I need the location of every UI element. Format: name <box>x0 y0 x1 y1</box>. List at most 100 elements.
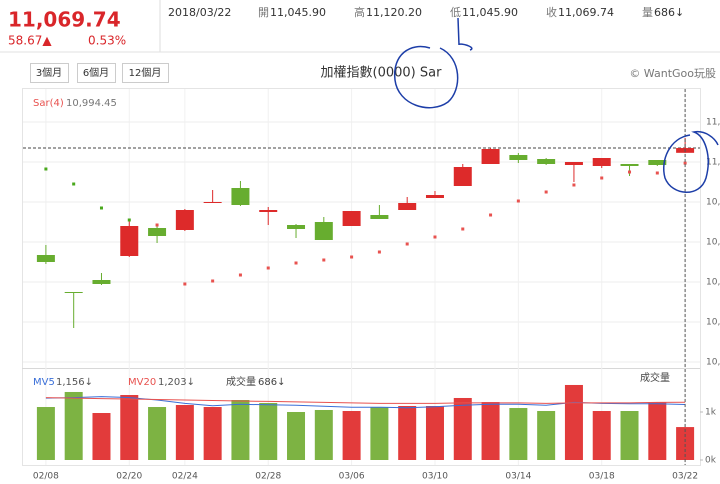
range-button[interactable] <box>122 63 169 83</box>
volume-bar <box>203 407 222 460</box>
y-tick-label: 10,800 <box>706 198 720 208</box>
sar-dot <box>44 167 48 171</box>
y-tick-label: 10,200 <box>706 318 720 328</box>
y-tick-label: 10,000 <box>706 358 720 368</box>
x-tick-label: 03/10 <box>422 472 448 482</box>
candle-body <box>314 222 333 240</box>
candle-body <box>453 167 472 186</box>
candle-body <box>481 149 500 164</box>
sar-dot <box>294 261 298 265</box>
range-button-label[interactable]: 12個月 <box>129 66 162 79</box>
volume-bar <box>564 384 583 460</box>
ma-line <box>45 397 686 404</box>
volume-bar <box>453 397 472 460</box>
candle-body <box>64 292 83 293</box>
candle-body <box>620 164 639 166</box>
candle-body <box>259 210 278 212</box>
credit: © WantGoo玩股 <box>629 67 716 80</box>
quote-fields: 開 11,045.90 高 11,120.20 低 11,045.90 收 11,069.74… <box>258 5 684 19</box>
legend-value: 1,156↓ <box>56 377 93 388</box>
range-button-label[interactable]: 6個月 <box>83 66 109 79</box>
candle-body <box>648 160 667 165</box>
plot-frame <box>22 88 701 466</box>
range-button[interactable] <box>77 63 116 83</box>
x-tick-label: 02/08 <box>33 472 59 482</box>
field-value: 11,120.20 <box>366 6 422 19</box>
annotation-circle <box>394 17 473 109</box>
candle-body <box>425 195 444 198</box>
field-label: 開 <box>258 6 269 19</box>
candle-body <box>342 211 361 226</box>
sar-dot <box>433 235 437 239</box>
volume-bar <box>648 402 667 460</box>
sar-dot <box>489 213 493 217</box>
panel-title: 成交量 <box>640 371 670 384</box>
volume-bar <box>92 413 111 460</box>
candle-body <box>509 155 528 160</box>
volume-bar <box>287 412 306 460</box>
legend-name: MV5 <box>33 377 55 388</box>
range-buttons: 3個月 6個月 12個月 <box>30 63 169 83</box>
field-value: 11,069.74 <box>558 6 614 19</box>
change-percent: 0.53% <box>88 34 126 48</box>
sar-dot <box>544 190 548 194</box>
sar-dot <box>377 250 381 254</box>
sar-dot <box>461 227 465 231</box>
sar-dot <box>628 170 632 174</box>
plot: 11,200 11,000 10,800 10,600 10,400 10,200 10,0… <box>23 89 720 482</box>
sar-dot <box>322 258 326 262</box>
sar-dot <box>516 199 520 203</box>
sar-dot <box>350 255 354 259</box>
y-tick-label: 10,400 <box>706 278 720 288</box>
candle-body <box>592 158 611 166</box>
candle-body <box>287 225 306 229</box>
x-tick-label: 03/14 <box>505 472 531 482</box>
field-value: 11,045.90 <box>270 6 326 19</box>
volume-bar <box>398 406 417 460</box>
candle-body <box>564 162 583 165</box>
sar-dot <box>155 223 159 227</box>
candle-body <box>203 202 222 203</box>
sar-dot <box>655 171 659 175</box>
quote-date: 2018/03/22 <box>168 6 231 19</box>
candle-body <box>398 203 417 210</box>
indicator-name: Sar(4) <box>33 98 64 109</box>
y-tick-label: 11,000 <box>706 158 720 168</box>
x-tick-label: 02/28 <box>255 472 281 482</box>
candle-body <box>537 159 556 164</box>
volume-bar <box>620 410 639 460</box>
y-tick-label: 10,600 <box>706 238 720 248</box>
candle-body <box>175 210 194 230</box>
sar-dot <box>211 279 215 283</box>
candle-body <box>148 228 167 236</box>
volume-bar <box>676 427 695 460</box>
volume-bar <box>342 410 361 460</box>
volume-bar <box>148 407 167 460</box>
field-label: 低 <box>450 6 461 19</box>
sar-dot <box>99 206 103 210</box>
price: 11,069.74 <box>8 8 121 32</box>
annotation-circle <box>663 130 719 193</box>
legend-name: MV20 <box>128 377 156 388</box>
legend-value: 1,203↓ <box>158 377 195 388</box>
candle-body <box>92 280 111 284</box>
field-label: 高 <box>354 5 365 19</box>
volume-bar <box>259 402 278 460</box>
field-value: 11,045.90 <box>462 6 518 19</box>
x-tick-label: 02/24 <box>172 472 198 482</box>
volume-bar <box>370 407 389 460</box>
sar-dot <box>405 242 409 246</box>
change: 58.67▲ <box>8 34 52 48</box>
volume-bar <box>175 404 194 460</box>
volume-bar <box>314 409 333 460</box>
x-tick-label: 03/22 <box>672 472 698 482</box>
x-tick-label: 03/06 <box>339 472 365 482</box>
field-label: 量 <box>642 6 653 19</box>
range-button-label[interactable]: 3個月 <box>36 66 62 79</box>
range-button[interactable] <box>30 63 69 83</box>
candle-body <box>370 215 389 219</box>
sar-dot <box>266 266 270 270</box>
y-tick-label: 11,200 <box>706 118 720 128</box>
volume-bar <box>120 395 139 460</box>
